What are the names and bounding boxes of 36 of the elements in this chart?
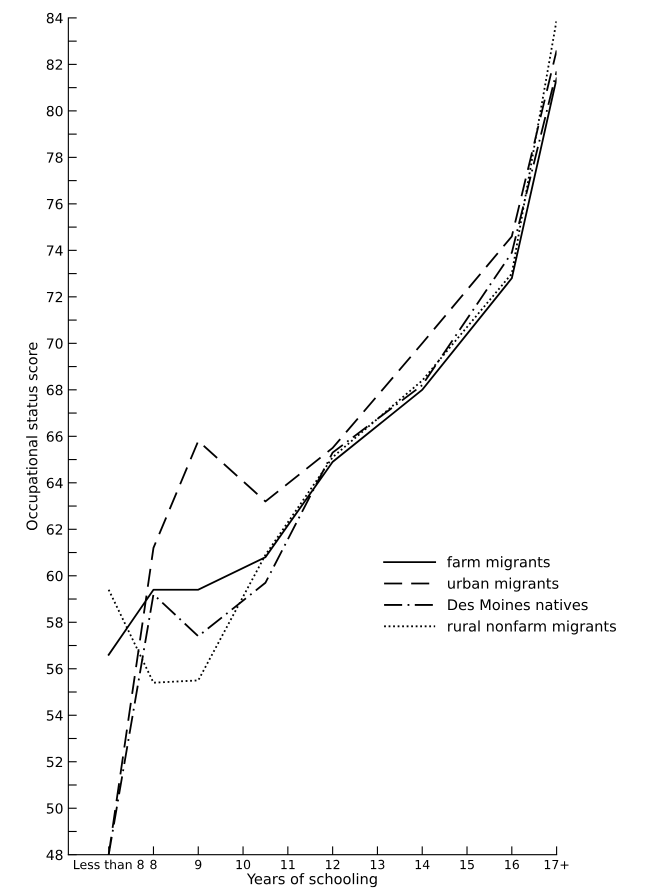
- y-tick-label: 64: [46, 478, 63, 488]
- y-tick-label: 52: [46, 756, 62, 768]
- x-tick-label: 8: [150, 860, 157, 870]
- y-tick-label: 74: [46, 246, 63, 256]
- y-tick-label: 76: [46, 198, 63, 210]
- legend-label: urban migrants: [448, 578, 558, 592]
- legend-label: Des Moines natives: [448, 598, 588, 610]
- y-tick-label: 58: [46, 617, 63, 628]
- y-tick-label: 62: [46, 524, 62, 535]
- y-tick-label: 68: [46, 384, 63, 396]
- y-tick-label: 56: [46, 664, 63, 674]
- y-axis-title: Occupational status score: [26, 342, 40, 530]
- y-tick-label: 50: [46, 803, 63, 814]
- x-tick-label: 14: [416, 860, 430, 870]
- x-tick-label: 11: [281, 860, 295, 870]
- y-tick-label: 66: [46, 431, 63, 442]
- y-tick-label: 82: [46, 59, 62, 70]
- x-tick-label: 9: [195, 860, 202, 870]
- y-tick-label: 80: [46, 106, 63, 116]
- y-tick-label: 60: [46, 570, 63, 582]
- x-tick-label: 16: [505, 860, 519, 870]
- x-axis-title: Years of schooling: [246, 873, 377, 888]
- legend-label: farm migrants: [447, 556, 550, 570]
- legend-label: rural nonfarm migrants: [448, 620, 616, 634]
- y-tick-label: 72: [46, 292, 62, 302]
- x-tick-label: 17+: [544, 860, 568, 870]
- x-tick-label: Less than 8: [74, 860, 144, 870]
- x-tick-label: 10: [236, 860, 250, 870]
- y-tick-label: 54: [46, 710, 63, 721]
- y-tick-label: 70: [46, 338, 63, 349]
- x-tick-label: 12: [326, 860, 340, 870]
- y-tick-label: 78: [46, 152, 63, 163]
- y-tick-label: 84: [46, 12, 63, 24]
- y-tick-label: 48: [46, 850, 63, 860]
- x-tick-label: 15: [460, 860, 474, 870]
- x-tick-label: 13: [370, 860, 384, 870]
